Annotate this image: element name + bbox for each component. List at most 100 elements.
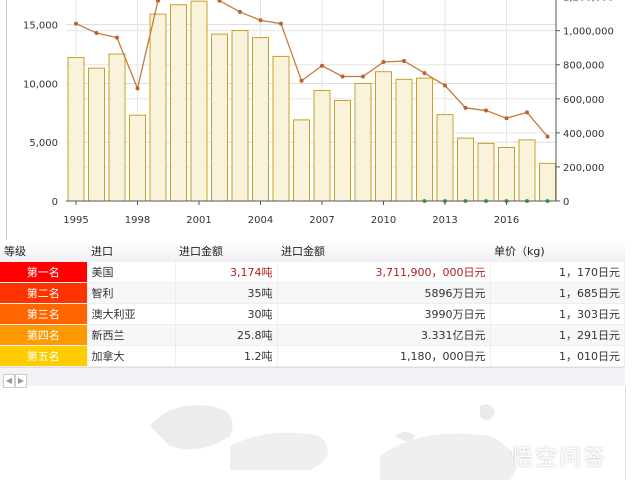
line-point-2015: [484, 108, 488, 113]
table-row[interactable]: 第一名 美国 3,174吨 3,711,900，000日元 1，170日元: [0, 262, 625, 283]
country-cell: 加拿大: [87, 345, 176, 367]
quantity-cell: 1.2吨: [175, 345, 278, 367]
bar-1995: [67, 57, 85, 202]
table-row[interactable]: 第二名 智利 35吨 5896万日元 1，685日元: [0, 282, 625, 304]
table-row[interactable]: 第四名 新西兰 25.8吨 3.331亿日元 1，291日元: [0, 324, 625, 346]
right-tick-label: 400,000: [563, 129, 604, 140]
right-tick-label: 600,000: [563, 95, 604, 106]
frame-line: [6, 0, 10, 240]
table-row[interactable]: 第五名 加拿大 1.2吨 1,180，000日元 1，010日元: [0, 345, 625, 367]
header-unit-price[interactable]: 单价（kg): [490, 240, 625, 262]
x-tick-label: 2013: [432, 215, 457, 226]
line-point-2002: [217, 0, 222, 3]
country-cell: 智利: [87, 282, 176, 304]
country-cell: 新西兰: [87, 324, 176, 346]
country-cell: 澳大利亚: [87, 303, 176, 325]
value-cell: 5896万日元: [277, 282, 491, 304]
quantity-cell: 25.8吨: [175, 324, 278, 346]
bar-2014: [457, 137, 474, 202]
right-tick-label: 1,000,000: [563, 27, 614, 38]
bar-2010: [375, 71, 392, 202]
watermark: 悟空问答: [510, 446, 607, 471]
bar-2015: [477, 142, 495, 202]
bar-2002: [211, 33, 228, 202]
right-tick-label: 0: [563, 197, 569, 208]
bar-2007: [313, 90, 331, 202]
world-map: 悟空问答: [0, 386, 626, 480]
unit-price-cell: 1，291日元: [490, 324, 625, 346]
line-point-2016: [504, 116, 509, 121]
bar-2001: [190, 0, 208, 202]
unit-price-cell: 1，010日元: [490, 345, 625, 367]
country-cell: 美国: [87, 262, 176, 283]
line-point-2006: [299, 78, 304, 83]
x-tick-label: 2016: [494, 215, 519, 226]
line-point-2004: [258, 18, 263, 23]
line-point-2013: [443, 83, 447, 88]
quantity-cell: 3,174吨: [175, 262, 278, 283]
header-value[interactable]: 进口金额: [277, 240, 490, 262]
line-point-2011: [402, 58, 406, 63]
left-tick-label: 0: [52, 197, 58, 208]
bar-2012: [416, 77, 433, 202]
rank-cell: 第五名: [0, 345, 88, 367]
line-point-2012: [422, 71, 427, 76]
header-quantity[interactable]: 进口金额: [175, 240, 277, 262]
x-tick-label: 1995: [63, 215, 88, 226]
scroll-right-icon[interactable]: ▶: [15, 374, 27, 388]
bar-1998: [129, 114, 146, 202]
unit-price-cell: 1，170日元: [490, 262, 625, 283]
x-tick-label: 1998: [125, 215, 150, 226]
value-cell: 1,180，000日元: [277, 345, 491, 367]
bar-2009: [354, 82, 372, 202]
import-chart: 0 5,000 10,000 15,000 0 200,000 400,000 600,000…: [23, 0, 614, 226]
line-point-1999: [156, 0, 160, 3]
header-rank[interactable]: 等级: [0, 240, 87, 262]
bar-2011: [395, 78, 413, 202]
quantity-cell: 30吨: [175, 303, 278, 325]
plot-area: [66, 0, 556, 201]
right-tick-label: 800,000: [563, 61, 604, 72]
x-tick-label: 2010: [371, 215, 396, 226]
bar-1999: [149, 13, 167, 202]
rank-cell: 第四名: [0, 324, 88, 346]
value-cell: 3.331亿日元: [277, 324, 491, 346]
bar-2013: [436, 114, 454, 202]
line-point-2017: [525, 110, 529, 115]
line-point-2018: [545, 134, 550, 139]
bar-2008: [334, 100, 351, 202]
unit-price-cell: 1，685日元: [490, 282, 625, 304]
value-cell: 3990万日元: [277, 303, 491, 325]
x-tick-label: 2004: [248, 215, 273, 226]
rank-cell: 第三名: [0, 303, 88, 325]
quantity-cell: 35吨: [175, 282, 278, 304]
line-point-2007: [320, 63, 324, 68]
left-tick-label: 15,000: [23, 21, 58, 32]
bar-2016: [498, 147, 515, 202]
rank-cell: 第二名: [0, 282, 88, 304]
bar-2005: [272, 55, 290, 202]
scroll-left-icon[interactable]: ◀: [3, 374, 15, 388]
unit-price-cell: 1，303日元: [490, 303, 625, 325]
line-point-1995: [74, 21, 78, 26]
line-point-2014: [463, 105, 468, 110]
header-country[interactable]: 进口: [87, 240, 175, 262]
bar-1996: [88, 67, 105, 202]
rank-cell: 第一名: [0, 262, 88, 283]
line-point-2008: [340, 74, 345, 79]
import-ranking-table: 等级 进口 进口金额 进口金额 单价（kg) 第一名 美国 3,174吨 3,711,…: [0, 240, 625, 367]
x-tick-label: 2001: [186, 215, 211, 226]
bar-2000: [170, 4, 187, 202]
table-row[interactable]: 第三名 澳大利亚 30吨 3990万日元 1，303日元: [0, 303, 625, 325]
line-point-1998: [135, 86, 140, 91]
right-tick-label: 200,000: [563, 163, 604, 174]
horizontal-scrollbar[interactable]: ◀ ▶: [0, 367, 625, 388]
bar-2018: [539, 162, 556, 202]
bar-2003: [231, 30, 249, 202]
line-point-2009: [361, 74, 365, 79]
bar-2004: [252, 37, 269, 202]
x-tick-label: 2007: [309, 215, 334, 226]
right-tick-label: 1,200,000: [563, 0, 614, 4]
value-cell: 3,711,900，000日元: [277, 262, 491, 283]
line-point-1997: [115, 35, 119, 40]
